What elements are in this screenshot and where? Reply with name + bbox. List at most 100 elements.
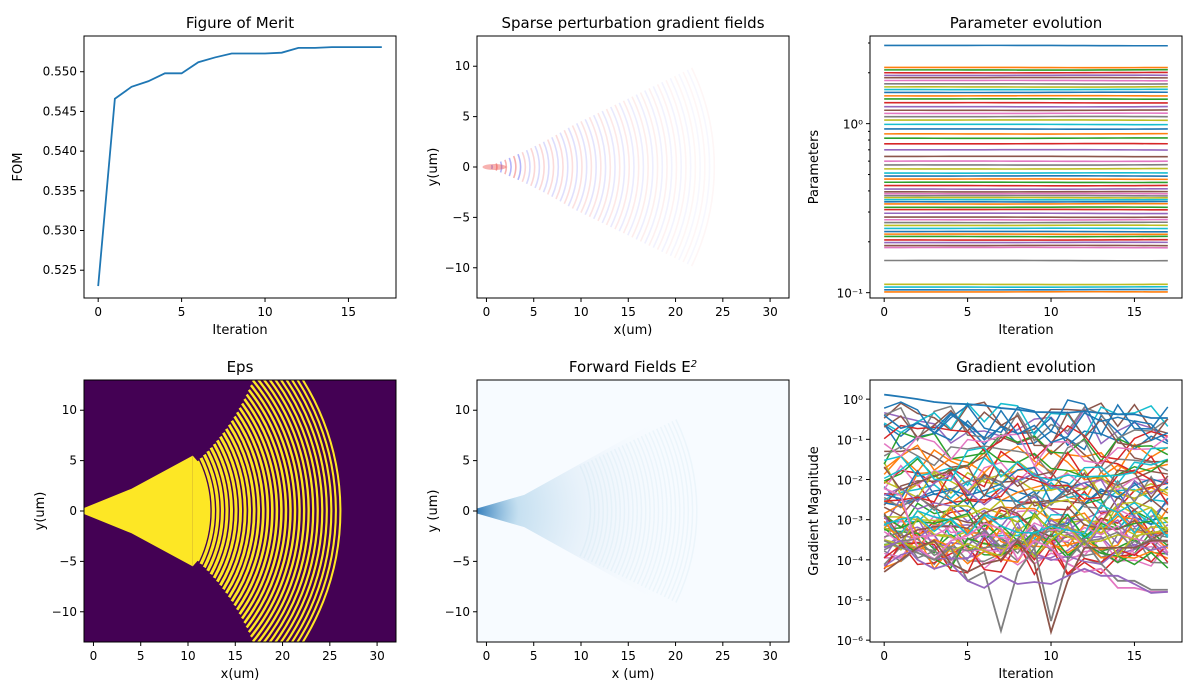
- gradient-series: [883, 399, 1169, 437]
- forward-fringe: [621, 445, 639, 577]
- y-tick-label: 5: [462, 454, 470, 468]
- gradient-fringe: [622, 100, 640, 234]
- gradient-fringe: [504, 159, 508, 175]
- eps-grating-ring: [249, 384, 297, 638]
- gradient-fringe: [588, 116, 602, 218]
- y-tick-label: 0.545: [43, 104, 77, 118]
- gradient-series-group: [883, 393, 1169, 636]
- x-tick-label: 0: [483, 649, 491, 663]
- gradient-fringe: [678, 73, 701, 261]
- x-tick-label: 15: [621, 649, 636, 663]
- gradient-series: [883, 464, 1169, 500]
- y-tick-label: 0.535: [43, 184, 77, 198]
- gradient-series: [884, 499, 1169, 525]
- forward-fringe: [659, 426, 681, 596]
- eps-grating-ring: [262, 380, 310, 642]
- x-tick-label: 25: [715, 305, 730, 319]
- y-tick-label: 5: [69, 454, 77, 468]
- gradient-series: [883, 409, 1169, 444]
- eps-grating-ring: [212, 443, 233, 579]
- gradient-fringe: [495, 163, 498, 171]
- forward-fringe: [606, 452, 621, 570]
- gradient-series: [884, 407, 1169, 445]
- y-tick-label: −10: [445, 261, 470, 275]
- gradient-series: [883, 446, 1168, 482]
- field-image: [477, 380, 789, 642]
- x-axis-label: x (um): [612, 667, 655, 682]
- x-tick-label: 20: [668, 305, 683, 319]
- x-tick-label: 30: [762, 649, 777, 663]
- eps-grating-ring: [209, 446, 229, 576]
- eps-grating-ring: [233, 415, 265, 607]
- chart-title: Figure of Merit: [186, 14, 294, 32]
- chart-title: Sparse perturbation gradient fields: [501, 14, 764, 32]
- eps-taper: [84, 455, 193, 567]
- y-tick-label: 10: [455, 403, 470, 417]
- x-tick-label: 15: [621, 305, 636, 319]
- gradient-fringe: [631, 96, 649, 238]
- x-tick-label: 5: [964, 649, 972, 663]
- gradient-series: [883, 405, 1169, 442]
- y-axis-label: FOM: [11, 153, 26, 182]
- gradient-series: [883, 433, 1169, 467]
- parameter-plot-frame: [869, 35, 1183, 299]
- gradient-fringe: [605, 108, 621, 226]
- eps-grating-ring: [290, 380, 333, 642]
- eps-grating-ring: [241, 402, 279, 620]
- y-axis-label: y(um): [33, 492, 48, 531]
- gradient-fringe: [538, 143, 545, 191]
- gradient-fringe: [656, 83, 678, 251]
- gradient-fringe: [521, 151, 527, 183]
- forward-fringe: [610, 450, 626, 572]
- eps-grating-ring: [279, 380, 324, 642]
- y-tick-label: 5: [462, 110, 470, 124]
- x-tick-label: 5: [137, 649, 145, 663]
- x-tick-label: 20: [275, 649, 290, 663]
- gradient-fringe: [530, 147, 536, 187]
- forward-fringe: [656, 428, 677, 594]
- gradient-fringe: [686, 69, 711, 265]
- gradient-series: [883, 539, 1168, 635]
- eps-grating-ring: [202, 453, 220, 569]
- gradient-series: [883, 539, 1168, 636]
- chart-title: Parameter evolution: [950, 14, 1103, 32]
- x-tick-label: 0: [880, 305, 888, 319]
- x-tick-label: 10: [573, 305, 588, 319]
- y-tick-label: 0.550: [43, 65, 77, 79]
- x-tick-label: 15: [1127, 649, 1142, 663]
- field-image: [482, 67, 716, 267]
- forward-fringe: [671, 421, 694, 601]
- eps-grating-ring: [222, 432, 247, 590]
- gradient-fringe: [597, 112, 612, 222]
- forward-beam: [477, 400, 695, 622]
- gradient-fringe: [555, 134, 564, 200]
- y-tick-label: −10: [445, 605, 470, 619]
- gradient-fringe: [551, 136, 560, 198]
- x-tick-label: 0: [483, 305, 491, 319]
- gradient-fringe: [665, 79, 687, 255]
- forward-fringe: [594, 458, 609, 564]
- forward-fringe: [625, 443, 643, 579]
- x-tick-label: 20: [668, 649, 683, 663]
- x-tick-label: 5: [530, 305, 538, 319]
- y-tick-label: 10⁻⁶: [837, 634, 864, 648]
- eps-grating-ring: [301, 380, 342, 642]
- gradient-fringe: [690, 67, 716, 267]
- chart-title: Gradient evolution: [956, 358, 1096, 376]
- eps-grating-ring: [206, 450, 224, 572]
- forward-fringe: [587, 461, 600, 561]
- gradient-fringe: [575, 123, 588, 211]
- x-tick-label: 25: [322, 649, 337, 663]
- forward-fringe: [636, 437, 656, 585]
- x-tick-label: 10: [573, 649, 588, 663]
- fom-series-line: [97, 46, 382, 287]
- x-tick-label: 30: [369, 649, 384, 663]
- gradient-fringe: [563, 129, 574, 205]
- forward-fringe: [652, 430, 672, 592]
- eps-chart: Eps 0 5 10 15 20 25 30 x(um) −10 −5 0 5 10 y(um): [33, 358, 397, 682]
- x-axis-label: Iteration: [212, 323, 267, 338]
- parameter-chart: Parameter evolution 0 5 10 15 Iteration 10⁻¹ 10…: [807, 14, 1183, 338]
- gradient-fringe: [567, 127, 578, 207]
- eps-grating-ring: [247, 389, 292, 633]
- y-tick-label: 0.525: [43, 263, 77, 277]
